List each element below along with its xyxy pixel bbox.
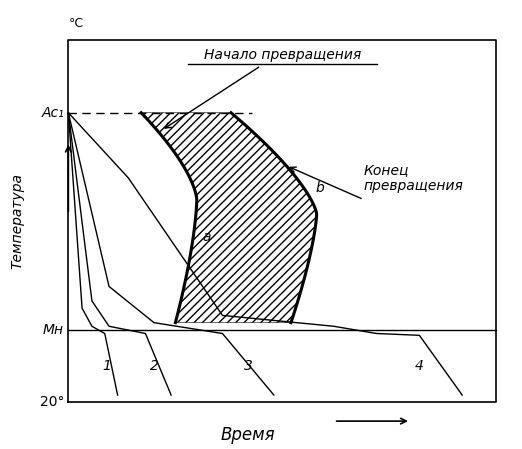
Text: °C: °C — [68, 17, 84, 30]
Text: 1: 1 — [102, 359, 111, 373]
Text: 2: 2 — [149, 359, 158, 373]
Text: Mн: Mн — [43, 323, 64, 337]
Text: b: b — [315, 181, 324, 195]
Text: Время: Время — [221, 426, 276, 444]
Text: 20°: 20° — [40, 395, 64, 409]
Text: Конец
превращения: Конец превращения — [364, 163, 464, 193]
Text: Температура: Температура — [10, 173, 24, 269]
Text: Начало превращения: Начало превращения — [204, 48, 361, 62]
Text: Ac₁: Ac₁ — [41, 106, 64, 120]
Text: 4: 4 — [415, 359, 424, 373]
Text: a: a — [203, 230, 211, 244]
Text: 3: 3 — [244, 359, 253, 373]
